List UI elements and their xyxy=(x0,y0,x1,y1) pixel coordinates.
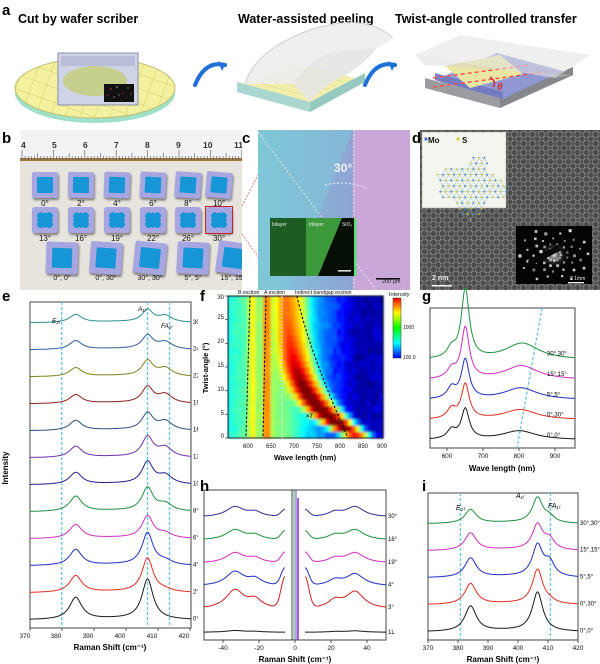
svg-text:40: 40 xyxy=(363,645,371,652)
svg-text:30: 30 xyxy=(217,295,224,301)
svg-text:15°,15°: 15°,15° xyxy=(580,548,600,554)
svg-text:Raman Shift (cm⁻¹): Raman Shift (cm⁻¹) xyxy=(74,643,147,652)
svg-text:3°: 3° xyxy=(388,605,394,611)
svg-text:0°,30°: 0°,30° xyxy=(547,413,564,419)
svg-text:0°,0°: 0°,0° xyxy=(547,433,561,439)
svg-text:A exciton: A exciton xyxy=(264,290,285,296)
svg-text:0: 0 xyxy=(293,645,297,652)
svg-text:30°: 30° xyxy=(334,161,352,175)
svg-text:2 1/nm: 2 1/nm xyxy=(570,276,585,282)
svg-text:390: 390 xyxy=(83,633,94,640)
svg-text:Wave length (nm): Wave length (nm) xyxy=(469,464,536,473)
svg-text:410: 410 xyxy=(543,645,554,652)
svg-text:Mo: Mo xyxy=(428,136,440,145)
svg-text:15°,15°: 15°,15° xyxy=(547,372,567,378)
svg-text:0: 0 xyxy=(221,434,225,440)
svg-text:-20: -20 xyxy=(254,645,264,652)
svg-text:A₁₍: A₁₍ xyxy=(137,306,146,313)
svg-text:30°: 30° xyxy=(388,514,398,520)
svg-text:Intensity: Intensity xyxy=(1,451,10,484)
svg-text:370: 370 xyxy=(20,633,31,640)
svg-text:Raman Shift (cm⁻¹): Raman Shift (cm⁻¹) xyxy=(259,655,332,664)
svg-text:25: 25 xyxy=(217,315,224,321)
svg-text:E₂₍: E₂₍ xyxy=(456,505,466,512)
svg-text:380: 380 xyxy=(51,633,62,640)
svg-text:650: 650 xyxy=(266,444,277,450)
svg-text:200 µm: 200 µm xyxy=(382,279,401,285)
svg-text:4°: 4° xyxy=(388,583,394,589)
svg-text:Indirect bandgap exciton: Indirect bandgap exciton xyxy=(295,290,352,296)
svg-text:900: 900 xyxy=(377,444,388,450)
svg-text:Twist-angle (°): Twist-angle (°) xyxy=(201,342,210,393)
svg-text:370: 370 xyxy=(423,645,434,652)
svg-text:390: 390 xyxy=(483,645,494,652)
svg-text:16°: 16° xyxy=(388,537,398,543)
svg-text:5°,5°: 5°,5° xyxy=(547,392,561,398)
svg-text:A₁₍: A₁₍ xyxy=(515,493,526,500)
svg-text:10: 10 xyxy=(217,387,224,393)
svg-text:380: 380 xyxy=(453,645,464,652)
svg-text:8: 8 xyxy=(145,140,150,150)
svg-text:×7: ×7 xyxy=(306,414,314,420)
svg-text:900: 900 xyxy=(550,453,561,460)
svg-text:20: 20 xyxy=(217,339,224,345)
svg-text:600: 600 xyxy=(442,453,453,460)
svg-text:S: S xyxy=(462,136,468,145)
svg-text:-40: -40 xyxy=(218,645,228,652)
svg-text:800: 800 xyxy=(514,453,525,460)
svg-text:11: 11 xyxy=(234,140,242,150)
svg-text:E₂₍: E₂₍ xyxy=(52,318,61,325)
svg-text:10: 10 xyxy=(203,140,213,150)
svg-text:420: 420 xyxy=(573,645,584,652)
svg-text:4: 4 xyxy=(21,140,26,150)
svg-text:700: 700 xyxy=(478,453,489,460)
svg-text:0°,30°: 0°,30° xyxy=(580,602,597,608)
svg-text:7: 7 xyxy=(114,140,119,150)
svg-text:15: 15 xyxy=(217,363,224,369)
svg-text:400: 400 xyxy=(115,633,126,640)
svg-text:5°,5°: 5°,5° xyxy=(580,574,594,580)
svg-text:1000: 1000 xyxy=(403,325,414,331)
svg-text:600: 600 xyxy=(243,444,254,450)
svg-text:9: 9 xyxy=(176,140,181,150)
svg-text:30°,30°: 30°,30° xyxy=(580,521,600,527)
svg-text:Raman Shift (cm⁻¹): Raman Shift (cm⁻¹) xyxy=(467,655,540,664)
svg-text:20: 20 xyxy=(327,645,335,652)
svg-text:B exciton: B exciton xyxy=(238,290,259,296)
svg-text:750: 750 xyxy=(312,444,323,450)
svg-text:FA₁₍: FA₁₍ xyxy=(161,323,173,330)
svg-text:Wave length (nm): Wave length (nm) xyxy=(274,453,337,462)
svg-text:410: 410 xyxy=(147,633,158,640)
svg-text:FA₁₍: FA₁₍ xyxy=(548,503,562,510)
svg-text:Intensity: Intensity xyxy=(389,292,410,298)
svg-text:30°,30°: 30°,30° xyxy=(547,352,567,358)
svg-text:5: 5 xyxy=(221,411,225,417)
svg-text:trilayer: trilayer xyxy=(309,222,324,228)
svg-text:bilayer: bilayer xyxy=(272,222,287,228)
svg-text:2 nm: 2 nm xyxy=(432,275,448,282)
svg-text:800: 800 xyxy=(335,444,346,450)
svg-text:19°: 19° xyxy=(388,560,398,566)
svg-text:100.0: 100.0 xyxy=(403,355,416,361)
svg-text:SiO₂: SiO₂ xyxy=(342,222,352,228)
svg-text:θ: θ xyxy=(497,82,503,93)
svg-text:420: 420 xyxy=(179,633,190,640)
svg-text:.: . xyxy=(403,296,404,302)
svg-text:400: 400 xyxy=(513,645,524,652)
svg-text:0°,0°: 0°,0° xyxy=(580,629,594,635)
svg-text:6: 6 xyxy=(83,140,88,150)
svg-text:5: 5 xyxy=(52,140,57,150)
svg-text:1L: 1L xyxy=(388,630,395,636)
svg-text:700: 700 xyxy=(289,444,300,450)
svg-text:850: 850 xyxy=(358,444,369,450)
